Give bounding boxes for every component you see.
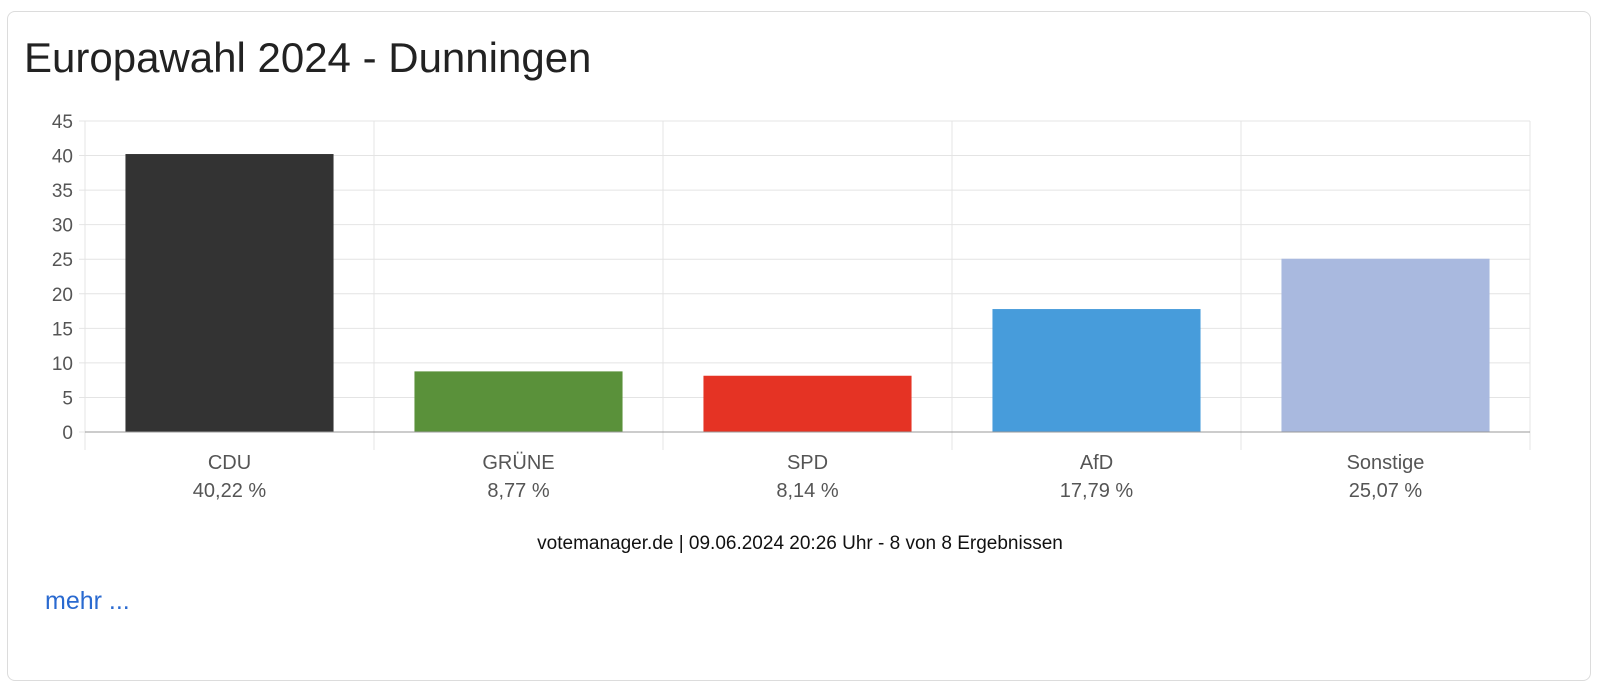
bar-grüne <box>414 371 623 432</box>
category-label: Sonstige <box>1347 452 1425 474</box>
y-axis-ticks: 0 5 10 15 20 25 30 35 40 45 <box>52 112 73 444</box>
value-label: 40,22 % <box>193 480 267 502</box>
y-tick-label: 30 <box>52 216 73 237</box>
y-tick-label: 0 <box>62 423 73 444</box>
y-tick-label: 25 <box>52 250 73 271</box>
x-axis-labels: CDU 40,22 % GRÜNE 8,77 % SPD 8,14 % AfD 17,79 %… <box>193 452 1425 502</box>
y-tick-label: 40 <box>52 147 73 168</box>
category-label: SPD <box>787 452 828 474</box>
vertical-gridlines <box>84 121 1531 450</box>
source-footer: votemanager.de | 09.06.2024 20:26 Uhr - … <box>537 533 1063 554</box>
y-tick-label: 45 <box>52 112 73 133</box>
value-label: 17,79 % <box>1060 480 1134 502</box>
y-tick-label: 20 <box>52 285 73 306</box>
category-label: GRÜNE <box>482 452 554 474</box>
bar-cdu <box>125 154 334 433</box>
category-label: AfD <box>1080 452 1113 474</box>
value-label: 25,07 % <box>1349 480 1423 502</box>
chart-title: Europawahl 2024 - Dunningen <box>24 34 592 81</box>
bar-spd <box>703 375 912 432</box>
y-tick-label: 15 <box>52 319 73 340</box>
y-tick-label: 10 <box>52 354 73 375</box>
value-label: 8,14 % <box>776 480 838 502</box>
more-link[interactable]: mehr ... <box>45 587 130 615</box>
bars <box>85 154 1530 433</box>
value-label: 8,77 % <box>487 480 549 502</box>
y-tick-label: 35 <box>52 181 73 202</box>
bar-chart: 0 5 10 15 20 25 30 35 40 45 CDU 40,22 % GRÜNE 8,77 %… <box>52 112 1531 502</box>
y-tick-label: 5 <box>62 388 73 409</box>
category-label: CDU <box>208 452 251 474</box>
bar-sonstige <box>1281 258 1490 432</box>
bar-afd <box>992 309 1201 432</box>
